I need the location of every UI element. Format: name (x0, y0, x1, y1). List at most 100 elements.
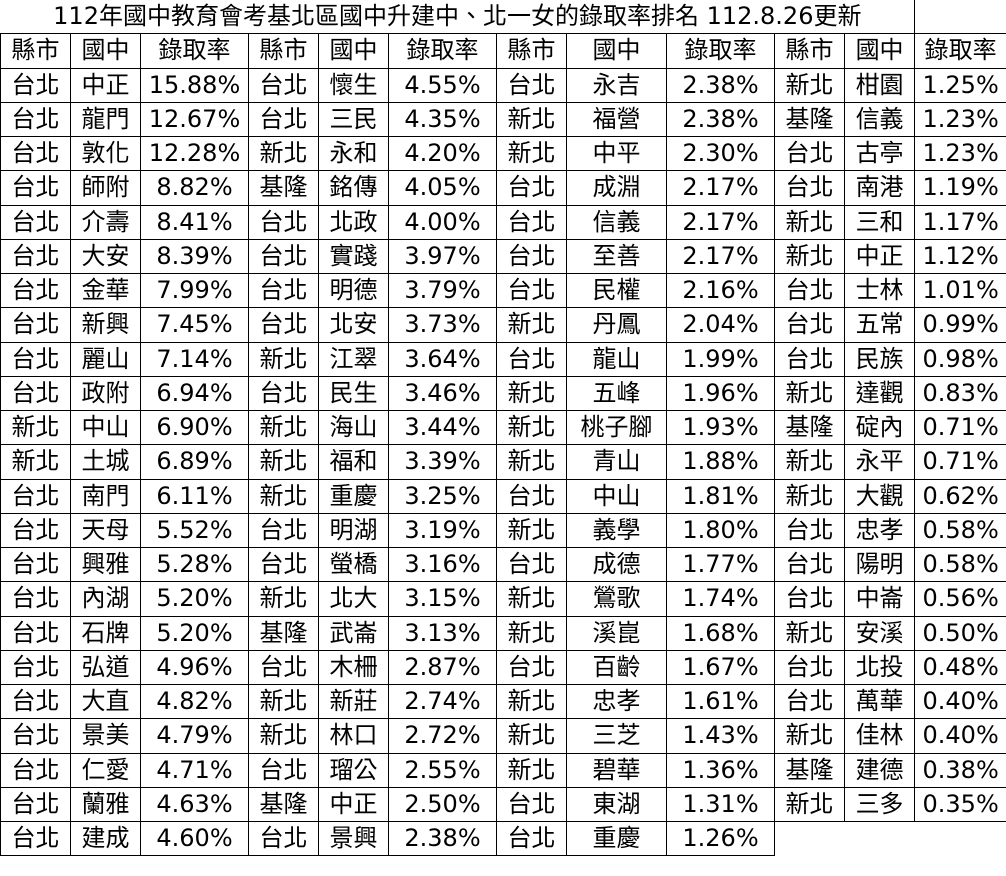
cell-county[interactable]: 台北 (0, 101, 71, 138)
cell-rate[interactable]: 0.38% (914, 752, 1006, 788)
cell-rate[interactable]: 1.96% (666, 375, 775, 412)
cell-county[interactable]: 基隆 (774, 752, 845, 788)
cell-rate[interactable]: 3.64% (388, 341, 497, 377)
cell-school[interactable]: 重慶 (318, 478, 389, 514)
cell-rate[interactable]: 1.74% (666, 581, 775, 617)
cell-rate[interactable]: 0.99% (914, 307, 1006, 343)
cell-county[interactable]: 台北 (248, 307, 319, 343)
cell-county[interactable]: 台北 (496, 238, 567, 275)
cell-rate[interactable]: 15.88% (140, 67, 249, 103)
cell-rate[interactable]: 12.28% (140, 135, 249, 172)
cell-county[interactable]: 台北 (0, 581, 71, 617)
cell-rate[interactable]: 0.40% (914, 718, 1006, 754)
cell-county[interactable]: 新北 (774, 204, 845, 240)
cell-county[interactable]: 新北 (248, 135, 319, 172)
cell-county[interactable]: 台北 (496, 170, 567, 206)
cell-county[interactable]: 新北 (774, 786, 845, 823)
cell-county[interactable]: 台北 (496, 204, 567, 240)
cell-county[interactable]: 台北 (0, 204, 71, 240)
column-header-rate-g1[interactable]: 錄取率 (140, 33, 249, 69)
cell-school[interactable]: 北政 (318, 204, 389, 240)
cell-rate[interactable]: 6.11% (140, 478, 249, 514)
cell-rate[interactable]: 4.63% (140, 786, 249, 823)
cell-county[interactable]: 新北 (496, 444, 567, 480)
cell-county[interactable]: 台北 (496, 786, 567, 823)
cell-rate[interactable]: 4.00% (388, 204, 497, 240)
cell-county[interactable]: 新北 (248, 581, 319, 617)
cell-rate[interactable]: 1.36% (666, 752, 775, 788)
cell-county[interactable]: 台北 (0, 752, 71, 788)
cell-rate[interactable]: 2.30% (666, 135, 775, 172)
cell-county[interactable]: 台北 (0, 375, 71, 412)
cell-school[interactable]: 內湖 (70, 581, 141, 617)
cell-school[interactable]: 成德 (566, 546, 667, 583)
cell-rate[interactable]: 3.46% (388, 375, 497, 412)
cell-rate[interactable]: 3.44% (388, 409, 497, 446)
cell-rate[interactable]: 4.96% (140, 649, 249, 686)
cell-county[interactable]: 台北 (248, 546, 319, 583)
cell-rate[interactable]: 5.28% (140, 546, 249, 583)
cell-school[interactable]: 百齡 (566, 649, 667, 686)
cell-rate[interactable]: 0.40% (914, 683, 1006, 720)
cell-rate[interactable]: 8.82% (140, 170, 249, 206)
cell-school[interactable]: 重慶 (566, 820, 667, 857)
cell-rate[interactable]: 1.93% (666, 409, 775, 446)
cell-county[interactable]: 台北 (774, 272, 845, 309)
cell-county[interactable]: 台北 (0, 135, 71, 172)
cell-school[interactable]: 石牌 (70, 615, 141, 651)
cell-school[interactable]: 永和 (318, 135, 389, 172)
cell-rate[interactable]: 3.16% (388, 546, 497, 583)
cell-school[interactable]: 柑園 (843, 67, 916, 103)
cell-school[interactable]: 民族 (843, 341, 916, 377)
cell-county[interactable]: 台北 (496, 272, 567, 309)
cell-rate[interactable]: 2.50% (388, 786, 497, 823)
cell-county[interactable]: 台北 (0, 786, 71, 823)
cell-school[interactable]: 溪崑 (566, 615, 667, 651)
column-header-county-g2[interactable]: 縣市 (248, 33, 319, 69)
cell-school[interactable]: 天母 (70, 512, 141, 549)
cell-school[interactable]: 北投 (843, 649, 916, 686)
column-header-county-g3[interactable]: 縣市 (496, 33, 567, 69)
cell-rate[interactable]: 1.43% (666, 718, 775, 754)
cell-county[interactable]: 新北 (774, 444, 845, 480)
cell-school[interactable]: 仁愛 (70, 752, 141, 788)
cell-county[interactable]: 新北 (248, 409, 319, 446)
cell-county[interactable]: 台北 (248, 67, 319, 103)
cell-county[interactable]: 台北 (0, 272, 71, 309)
cell-rate[interactable]: 2.16% (666, 272, 775, 309)
cell-rate[interactable]: 12.67% (140, 101, 249, 138)
cell-school[interactable]: 建德 (843, 752, 916, 788)
cell-school[interactable]: 新莊 (318, 683, 389, 720)
cell-school[interactable]: 大直 (70, 683, 141, 720)
cell-rate[interactable]: 0.98% (914, 341, 1006, 377)
cell-rate[interactable]: 3.25% (388, 478, 497, 514)
cell-rate[interactable]: 0.50% (914, 615, 1006, 651)
cell-county[interactable]: 台北 (0, 683, 71, 720)
cell-rate[interactable]: 2.17% (666, 170, 775, 206)
cell-school[interactable]: 達觀 (843, 375, 916, 412)
cell-county[interactable]: 台北 (0, 820, 71, 857)
cell-rate[interactable]: 4.82% (140, 683, 249, 720)
cell-rate[interactable]: 2.72% (388, 718, 497, 754)
cell-rate[interactable]: 2.87% (388, 649, 497, 686)
cell-rate[interactable]: 8.41% (140, 204, 249, 240)
column-header-county-g4[interactable]: 縣市 (774, 33, 845, 69)
cell-rate[interactable]: 2.38% (388, 820, 497, 857)
cell-county[interactable]: 台北 (774, 307, 845, 343)
cell-county[interactable]: 台北 (248, 649, 319, 686)
cell-school[interactable]: 大安 (70, 238, 141, 275)
cell-school[interactable]: 建成 (70, 820, 141, 857)
cell-rate[interactable]: 3.19% (388, 512, 497, 549)
cell-school[interactable]: 南港 (843, 170, 916, 206)
cell-rate[interactable]: 7.45% (140, 307, 249, 343)
cell-school[interactable]: 蘭雅 (70, 786, 141, 823)
cell-rate[interactable]: 2.38% (666, 101, 775, 138)
cell-county[interactable]: 新北 (248, 683, 319, 720)
cell-rate[interactable]: 1.67% (666, 649, 775, 686)
cell-school[interactable]: 忠孝 (566, 683, 667, 720)
column-header-school-g2[interactable]: 國中 (318, 33, 389, 69)
cell-county[interactable]: 台北 (0, 718, 71, 754)
cell-county[interactable]: 台北 (774, 135, 845, 172)
cell-county[interactable]: 新北 (774, 375, 845, 412)
cell-school[interactable]: 士林 (843, 272, 916, 309)
